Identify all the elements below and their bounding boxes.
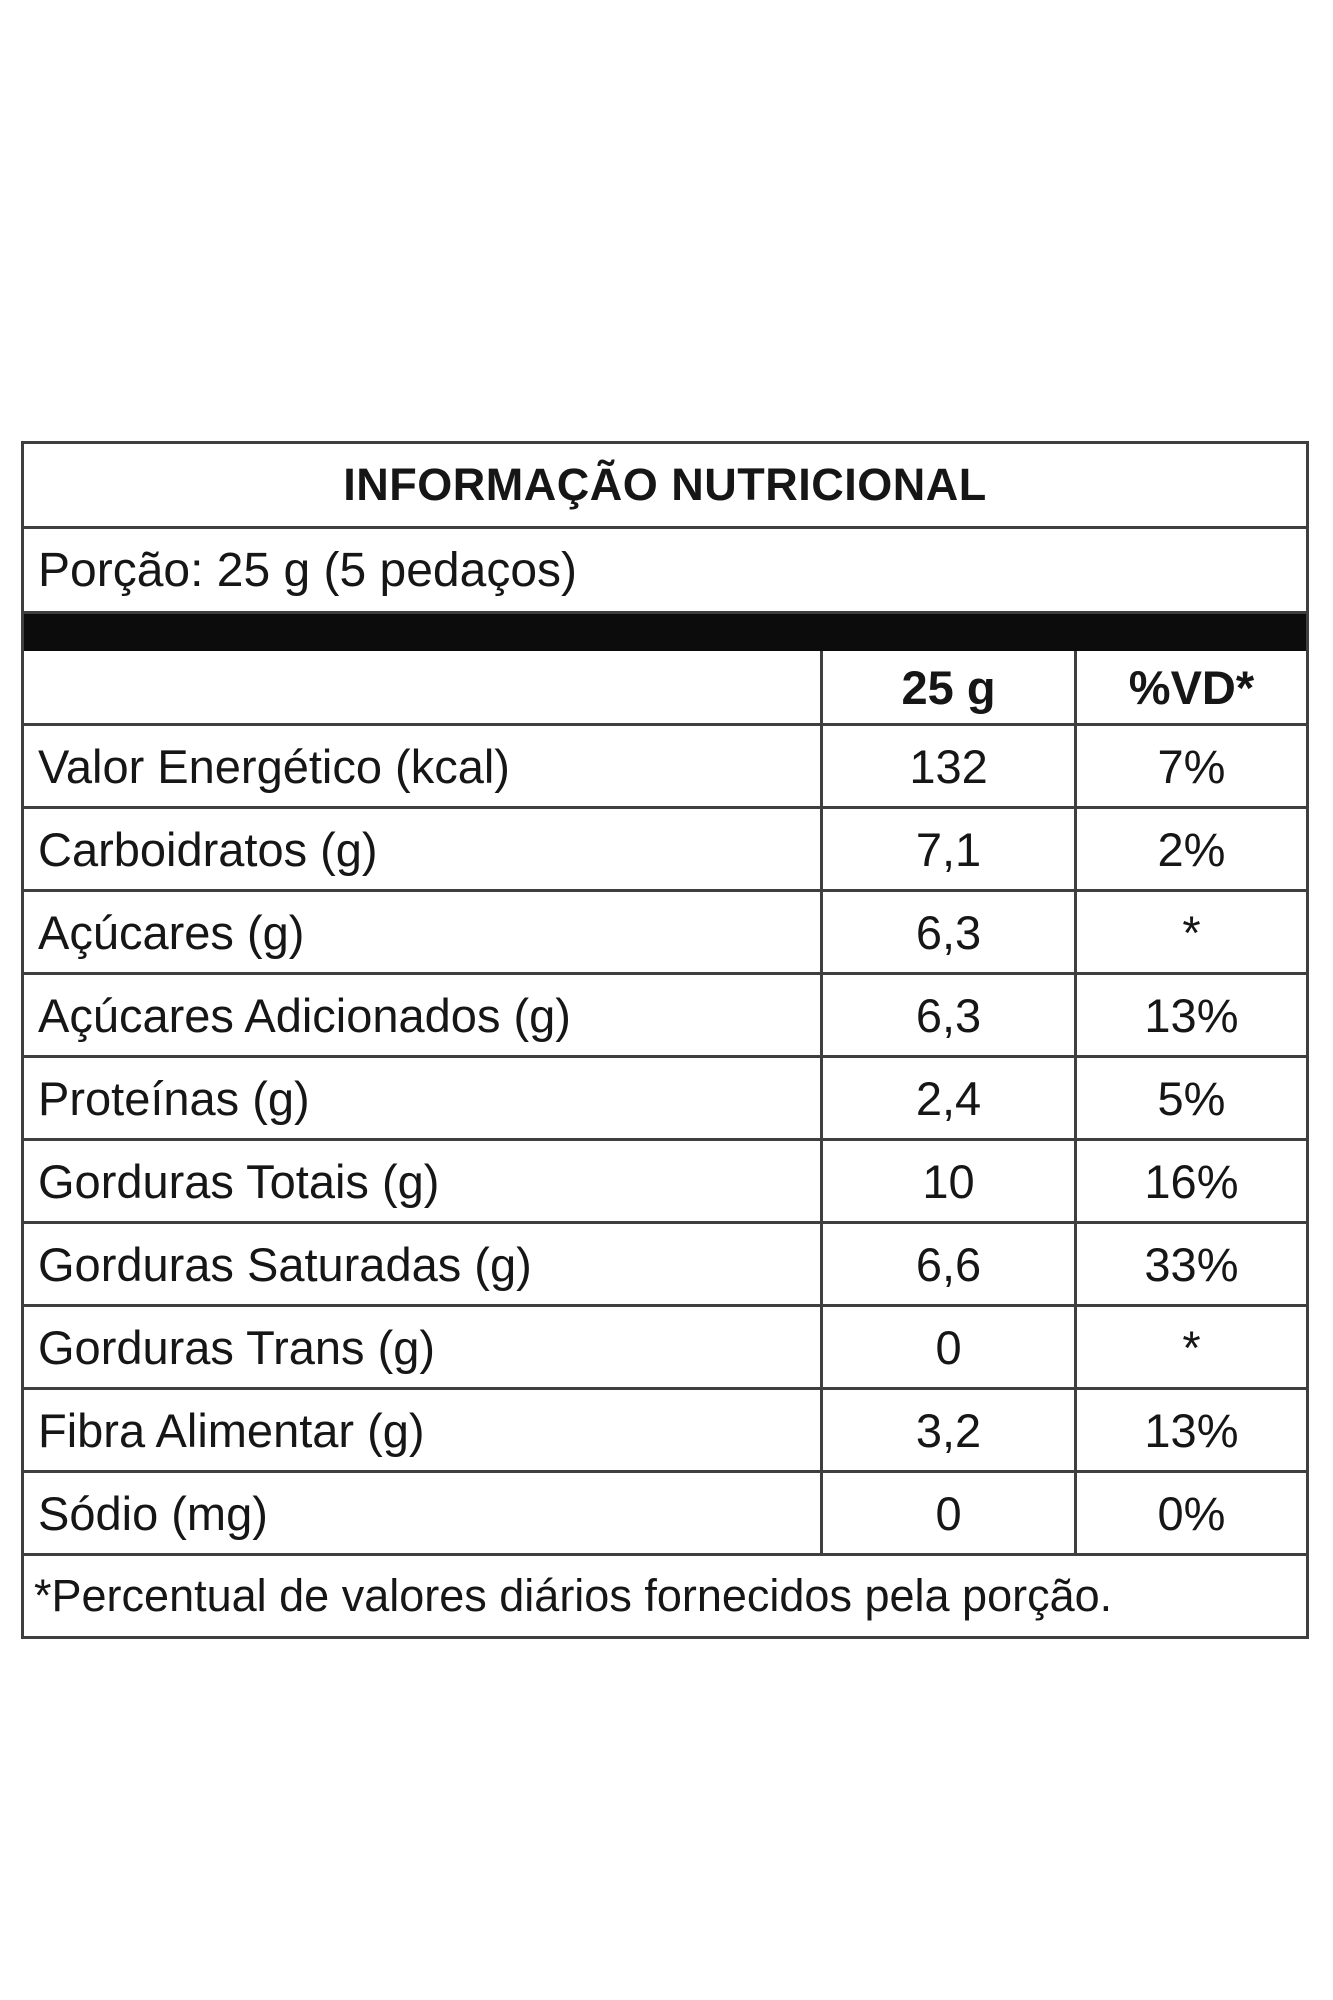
table-row-sugars: Açúcares (g) 6,3 * xyxy=(24,892,1306,975)
table-row-carbs: Carboidratos (g) 7,1 2% xyxy=(24,809,1306,892)
row-label: Gorduras Trans (g) xyxy=(38,1320,436,1374)
row-label: Sódio (mg) xyxy=(38,1486,268,1540)
footnote: *Percentual de valores diários fornecido… xyxy=(34,1570,1113,1621)
column-header-row: 25 g %VD* xyxy=(24,651,1306,726)
table-row-protein: Proteínas (g) 2,4 5% xyxy=(24,1058,1306,1141)
row-label: Gorduras Totais (g) xyxy=(38,1154,440,1208)
row-daily-value: 13% xyxy=(1073,1390,1306,1470)
row-amount: 132 xyxy=(820,726,1074,806)
row-amount: 6,3 xyxy=(820,975,1074,1055)
serving-size-row: Porção: 25 g (5 pedaços) xyxy=(24,529,1306,614)
table-row-sodium: Sódio (mg) 0 0% xyxy=(24,1473,1306,1556)
row-amount: 2,4 xyxy=(820,1058,1074,1138)
row-daily-value: 16% xyxy=(1073,1141,1306,1221)
row-label: Carboidratos (g) xyxy=(38,822,378,876)
col-header-amount: 25 g xyxy=(820,651,1074,723)
col-header-nutrient xyxy=(24,651,820,723)
row-amount: 7,1 xyxy=(820,809,1074,889)
table-row-added-sugars: Açúcares Adicionados (g) 6,3 13% xyxy=(24,975,1306,1058)
row-label: Açúcares (g) xyxy=(38,905,305,959)
row-amount: 0 xyxy=(820,1307,1074,1387)
table-row-energy: Valor Energético (kcal) 132 7% xyxy=(24,726,1306,809)
col-header-daily-value: %VD* xyxy=(1073,651,1306,723)
table-row-fiber: Fibra Alimentar (g) 3,2 13% xyxy=(24,1390,1306,1473)
row-amount: 10 xyxy=(820,1141,1074,1221)
row-label: Açúcares Adicionados (g) xyxy=(38,988,571,1042)
row-label: Valor Energético (kcal) xyxy=(38,739,510,793)
row-daily-value: 2% xyxy=(1073,809,1306,889)
row-daily-value: 5% xyxy=(1073,1058,1306,1138)
row-amount: 6,3 xyxy=(820,892,1074,972)
row-daily-value: 13% xyxy=(1073,975,1306,1055)
nutrition-table: INFORMAÇÃO NUTRICIONAL Porção: 25 g (5 p… xyxy=(21,441,1309,1639)
row-label: Fibra Alimentar (g) xyxy=(38,1403,425,1457)
table-title: INFORMAÇÃO NUTRICIONAL xyxy=(24,444,1306,529)
row-daily-value: 0% xyxy=(1073,1473,1306,1553)
row-amount: 0 xyxy=(820,1473,1074,1553)
row-label: Proteínas (g) xyxy=(38,1071,310,1125)
row-label: Gorduras Saturadas (g) xyxy=(38,1237,532,1291)
table-row-total-fat: Gorduras Totais (g) 10 16% xyxy=(24,1141,1306,1224)
table-row-trans-fat: Gorduras Trans (g) 0 * xyxy=(24,1307,1306,1390)
separator-bar xyxy=(24,614,1306,651)
row-amount: 3,2 xyxy=(820,1390,1074,1470)
table-row-saturated-fat: Gorduras Saturadas (g) 6,6 33% xyxy=(24,1224,1306,1307)
row-amount: 6,6 xyxy=(820,1224,1074,1304)
row-daily-value: * xyxy=(1073,892,1306,972)
row-daily-value: 33% xyxy=(1073,1224,1306,1304)
row-daily-value: 7% xyxy=(1073,726,1306,806)
row-daily-value: * xyxy=(1073,1307,1306,1387)
